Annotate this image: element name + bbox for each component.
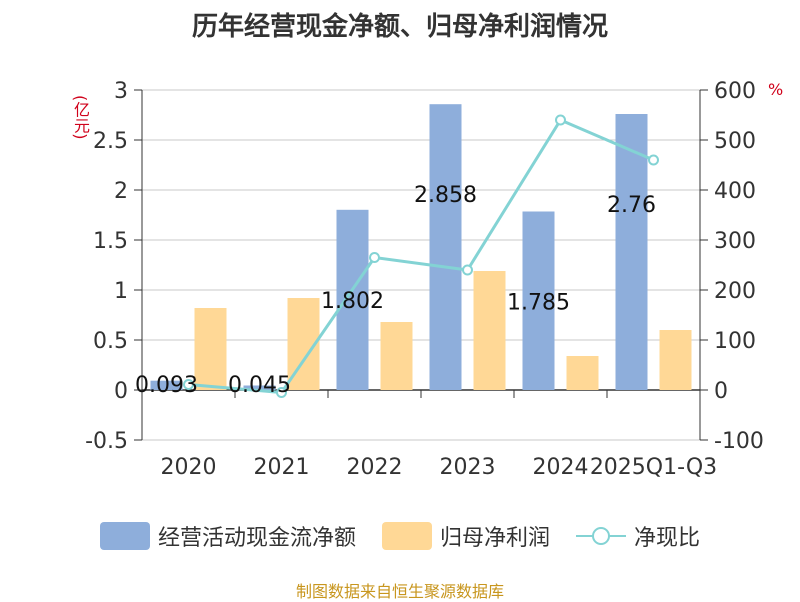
bar-cashflow bbox=[150, 380, 183, 390]
y-right-tick-label: 500 bbox=[714, 129, 756, 154]
legend-item-cashflow[interactable]: 经营活动现金流净额 bbox=[99, 520, 356, 552]
y-left-tick-label: -0.5 bbox=[85, 429, 128, 454]
bar-net-profit bbox=[194, 308, 227, 390]
line-point bbox=[555, 114, 566, 126]
data-label-cashflow: 0.093 bbox=[135, 373, 198, 398]
legend-swatch-net-profit bbox=[381, 522, 432, 550]
bar-cashflow bbox=[429, 104, 462, 390]
y-right-tick-label: 200 bbox=[714, 279, 756, 304]
y-right-tick-label: -100 bbox=[714, 429, 764, 454]
y-right-tick-label: 300 bbox=[714, 229, 756, 254]
legend-item-net-profit[interactable]: 归母净利润 bbox=[381, 520, 550, 552]
y-right-tick-label: 600 bbox=[714, 79, 756, 104]
y-left-tick-label: 2 bbox=[114, 179, 128, 204]
bar-net-profit bbox=[659, 330, 692, 390]
y-left-tick-label: 2.5 bbox=[93, 129, 128, 154]
bar-net-profit bbox=[473, 271, 506, 390]
data-label-cashflow: 2.858 bbox=[414, 183, 477, 208]
data-label-cashflow: 2.76 bbox=[607, 193, 656, 218]
x-tick-label: 2022 bbox=[347, 455, 403, 480]
y-left-tick-label: 1 bbox=[114, 279, 128, 304]
chart-legend: 经营活动现金流净额 归母净利润 净现比 bbox=[0, 516, 800, 556]
y-left-tick-label: 1.5 bbox=[93, 229, 128, 254]
line-point bbox=[369, 252, 380, 263]
y-left-tick-label: 0.5 bbox=[93, 329, 128, 354]
y-left-tick-label: 0 bbox=[114, 379, 128, 404]
line-cash-ratio bbox=[188, 118, 655, 395]
right-axis-unit: % bbox=[768, 80, 784, 99]
bar-cashflow bbox=[336, 209, 369, 390]
bar-cashflow bbox=[522, 211, 555, 390]
bar-net-profit bbox=[380, 322, 413, 390]
bar-net-profit bbox=[566, 356, 599, 390]
data-label-cashflow: 0.045 bbox=[228, 373, 291, 398]
legend-item-cash-ratio[interactable]: 净现比 bbox=[576, 520, 700, 552]
legend-line-icon bbox=[576, 522, 626, 550]
legend-label-net-profit: 归母净利润 bbox=[439, 526, 550, 551]
line-point bbox=[648, 154, 659, 166]
y-right-tick-label: 400 bbox=[714, 179, 756, 204]
y-right-tick-label: 0 bbox=[714, 379, 728, 404]
x-tick-label: 2025Q1-Q3 bbox=[590, 455, 717, 480]
line-point bbox=[183, 379, 194, 390]
line-point bbox=[276, 387, 287, 398]
left-axis-unit: (亿元) bbox=[71, 94, 90, 140]
legend-swatch-cashflow bbox=[99, 522, 150, 550]
legend-label-cash-ratio: 净现比 bbox=[634, 526, 701, 551]
x-tick-label: 2020 bbox=[161, 455, 217, 480]
bar-cashflow bbox=[615, 114, 648, 390]
x-tick-label: 2024 bbox=[533, 455, 589, 480]
data-label-cashflow: 1.802 bbox=[321, 289, 384, 314]
y-left-tick-label: 3 bbox=[114, 79, 128, 104]
chart-title: 历年经营现金净额、归母净利润情况 bbox=[191, 12, 608, 42]
bar-cashflow bbox=[243, 385, 276, 390]
line-point bbox=[462, 264, 473, 276]
data-label-cashflow: 1.785 bbox=[507, 291, 570, 316]
x-tick-label: 2023 bbox=[440, 455, 496, 480]
data-source-note: 制图数据来自恒生聚源数据库 bbox=[295, 582, 504, 601]
legend-label-cashflow: 经营活动现金流净额 bbox=[157, 526, 356, 551]
x-tick-label: 2021 bbox=[254, 455, 310, 480]
y-right-tick-label: 100 bbox=[714, 329, 756, 354]
